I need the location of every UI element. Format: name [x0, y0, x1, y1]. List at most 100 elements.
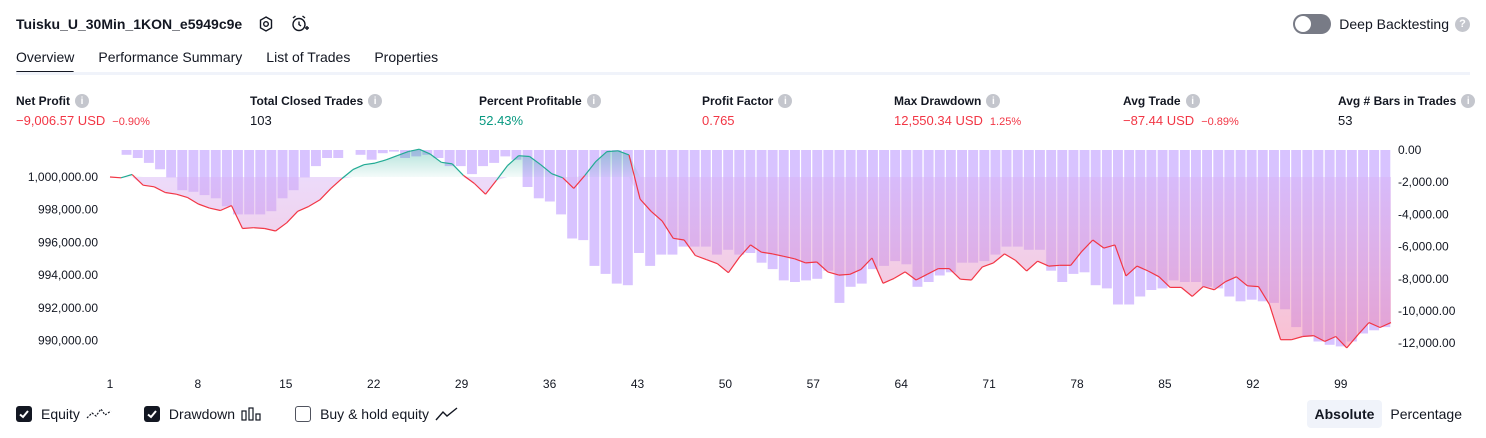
equity-segment [739, 244, 751, 258]
equity-segment [1114, 244, 1127, 277]
equity-segment [882, 277, 895, 284]
info-icon[interactable]: i [1461, 94, 1476, 108]
equity-segment [1125, 265, 1138, 277]
drawdown-bar [589, 150, 600, 266]
metric-label: Net Profit [16, 94, 70, 108]
metric-label: Percent Profitable [479, 94, 582, 108]
metric-label: Total Closed Trades [250, 94, 364, 108]
drawdown-bar [578, 150, 589, 241]
drawdown-bar [556, 150, 566, 215]
equity-segment [849, 268, 862, 275]
metric-value: 0.765 [702, 113, 735, 128]
x-axis-tick: 99 [1334, 377, 1348, 391]
tabs-divider [16, 72, 1470, 75]
drawdown-label: Drawdown [168, 406, 236, 422]
equity-segment [131, 174, 144, 186]
equity-checkbox[interactable] [16, 406, 32, 422]
equity-segment [1302, 335, 1314, 338]
equity-segment [529, 156, 542, 166]
equity-segment [1225, 276, 1237, 283]
help-icon[interactable]: ? [1455, 16, 1470, 32]
equity-segment [1191, 286, 1204, 297]
info-icon[interactable]: i [1185, 94, 1200, 108]
equity-segment [750, 244, 762, 253]
equity-segment [408, 148, 420, 153]
settings-icon[interactable] [256, 14, 276, 34]
x-axis-tick: 50 [719, 377, 733, 391]
info-icon[interactable]: i [586, 94, 601, 108]
equity-label: Equity [41, 406, 80, 422]
equity-segment [1180, 286, 1193, 297]
info-icon[interactable]: i [368, 94, 383, 108]
drawdown-checkbox[interactable] [143, 406, 160, 422]
equity-segment [1026, 260, 1038, 272]
drawdown-bar [288, 150, 299, 191]
metric-percent: 1.25% [989, 116, 1022, 128]
equity-chart[interactable]: 1,000,000.00 998,000.00 996,000.00 994,000.… [0, 140, 1486, 392]
right-axis-tick: -10,000.00 [1398, 304, 1456, 318]
x-axis-tick: 92 [1246, 377, 1260, 391]
info-icon[interactable]: i [778, 94, 793, 108]
equity-segment [772, 253, 784, 257]
tab-overview[interactable]: Overview [16, 46, 75, 74]
percentage-button[interactable]: Percentage [1390, 406, 1462, 422]
equity-segment [960, 278, 972, 281]
drawdown-bar [567, 150, 578, 239]
equity-segment [319, 187, 332, 201]
absolute-button[interactable]: Absolute [1306, 400, 1383, 428]
equity-segment [473, 183, 486, 195]
equity-segment [1004, 253, 1016, 261]
equity-segment [706, 259, 718, 265]
tab-properties[interactable]: Properties [374, 49, 439, 65]
equity-segment [860, 257, 873, 270]
metric-label: Avg Trade [1123, 94, 1181, 108]
drawdown-bar [333, 150, 344, 158]
scale-mode-switch: Absolute Percentage [1306, 400, 1471, 428]
drawdown-bar [455, 150, 466, 167]
tab-performance-summary[interactable]: Performance Summary [98, 49, 243, 65]
equity-segment [352, 164, 365, 171]
equity-segment [485, 179, 497, 195]
strategy-header: Tuisku_U_30Min_1KON_e5949c9e [16, 12, 310, 36]
deep-backtesting-toggle[interactable] [1293, 14, 1332, 34]
drawdown-bar [467, 150, 477, 175]
equity-segment [153, 186, 166, 194]
tab-list-of-trades[interactable]: List of Trades [266, 49, 351, 65]
metric-percent: −0.89% [1201, 116, 1239, 128]
equity-segment [1092, 239, 1105, 249]
info-icon[interactable]: i [75, 94, 89, 108]
equity-segment [143, 184, 155, 188]
deep-backtesting: Deep Backtesting ? [1293, 12, 1470, 36]
right-axis-tick: -12,000.00 [1398, 336, 1456, 350]
x-axis-tick: 8 [195, 377, 202, 391]
metric-percent: −0.90% [112, 116, 150, 128]
equity-segment [242, 227, 254, 230]
equity-segment [816, 261, 829, 273]
left-axis-tick: 998,000.00 [38, 203, 98, 217]
info-icon[interactable]: i [986, 94, 1001, 108]
metric-value: 12,550.34 USD [894, 113, 983, 128]
right-axis-tick: 0.00 [1398, 143, 1422, 157]
metric-value: −87.44 USD [1123, 113, 1195, 128]
right-axis-tick: -6,000.00 [1398, 240, 1449, 254]
equity-segment [429, 153, 442, 163]
equity-segment [518, 155, 530, 158]
equity-segment [330, 178, 343, 189]
add-alert-icon[interactable] [290, 14, 310, 34]
equity-segment [1257, 286, 1271, 305]
drawdown-bar [355, 150, 366, 155]
equity-segment [562, 177, 575, 189]
equity-segment [1247, 285, 1259, 288]
metric-value: 103 [250, 113, 272, 128]
drawdown-bar [377, 150, 388, 154]
equity-segment [982, 262, 994, 268]
equity-segment [1236, 276, 1248, 287]
equity-segment [871, 257, 884, 284]
equity-segment [838, 273, 850, 276]
buy-hold-checkbox[interactable] [295, 406, 312, 422]
equity-segment [496, 165, 509, 181]
metric-percent-profitable: Percent Profitable i 52.43% [479, 93, 601, 129]
left-axis-tick: 996,000.00 [38, 235, 98, 249]
equity-segment [695, 254, 707, 261]
equity-segment [1203, 286, 1215, 291]
